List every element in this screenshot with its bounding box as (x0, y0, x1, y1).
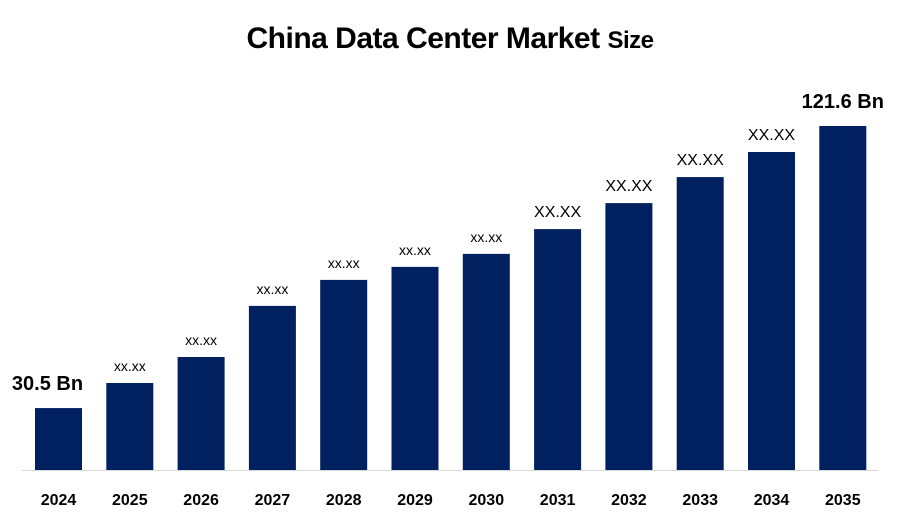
chart-title-main: China Data Center Market (246, 22, 601, 55)
data-label: 121.6 Bn (802, 91, 884, 113)
bar-2024 (35, 408, 82, 470)
x-tick-label: 2031 (540, 492, 576, 509)
bar-2026 (177, 356, 225, 470)
bar-2025 (106, 382, 154, 470)
bar-2030 (462, 253, 510, 470)
bar-2032 (605, 203, 653, 470)
bar-2028 (320, 279, 368, 470)
x-tick-label: 2030 (469, 492, 505, 509)
x-tick-label: 2024 (41, 492, 77, 509)
bar-2035 (819, 126, 867, 470)
x-tick-label: 2026 (183, 492, 219, 509)
chart-title-suffix: Size (607, 27, 654, 54)
data-label: xx.xx (470, 229, 502, 245)
x-tick-label: 2028 (326, 492, 362, 509)
chart-title: China Data Center Market Size (0, 22, 900, 56)
x-tick-label: 2032 (611, 492, 647, 509)
x-tick-label: 2029 (397, 492, 433, 509)
data-label: XX.XX (748, 127, 795, 144)
data-label: XX.XX (605, 178, 652, 195)
bar-2027 (248, 305, 296, 470)
data-label: XX.XX (534, 204, 581, 221)
bar-2031 (534, 229, 582, 470)
x-tick-label: 2025 (112, 492, 148, 509)
data-label: xx.xx (328, 255, 360, 271)
data-label: xx.xx (114, 358, 146, 374)
bar-2034 (748, 152, 795, 470)
data-label: xx.xx (399, 242, 431, 258)
data-label: 30.5 Bn (12, 373, 83, 395)
x-tick-label: 2035 (825, 492, 861, 509)
bar-2029 (391, 266, 439, 470)
bar-2033 (676, 177, 724, 470)
data-label: XX.XX (677, 152, 724, 169)
x-tick-label: 2034 (754, 492, 790, 509)
x-tick-label: 2027 (255, 492, 291, 509)
data-label: xx.xx (185, 332, 217, 348)
x-tick-label: 2033 (682, 492, 718, 509)
data-label: xx.xx (256, 281, 288, 297)
